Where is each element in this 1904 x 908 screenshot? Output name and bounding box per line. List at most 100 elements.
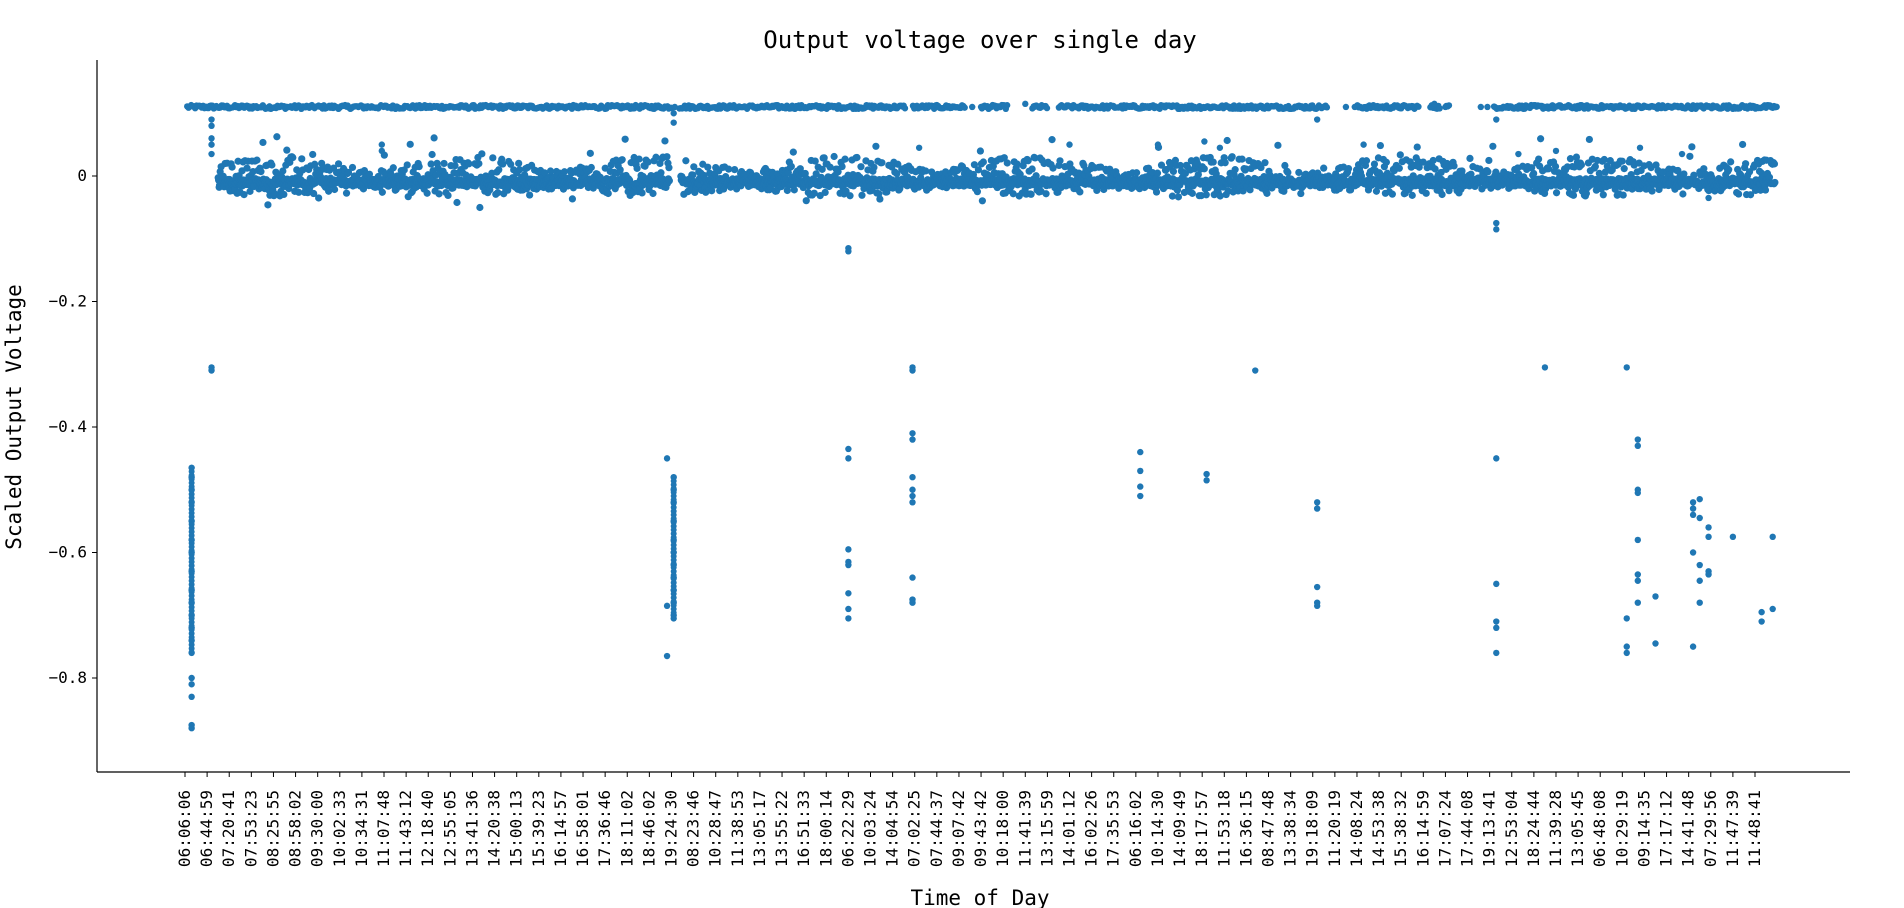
x-tick-label: 09:30:00 <box>308 790 327 867</box>
outlier-point <box>1137 483 1144 490</box>
x-tick-label: 16:02:26 <box>1082 790 1101 867</box>
x-tick-label: 17:44:08 <box>1458 790 1477 867</box>
x-tick-label: 13:55:22 <box>772 790 791 867</box>
outlier-point <box>208 141 215 148</box>
x-tick-label: 07:29:56 <box>1701 790 1720 867</box>
lower-band-point <box>872 142 880 150</box>
x-tick-label: 10:02:33 <box>330 790 349 867</box>
lower-band-point <box>378 141 386 148</box>
x-tick-label: 18:00:14 <box>816 790 835 867</box>
upper-band-point <box>977 103 985 111</box>
lower-band-point <box>1263 189 1271 197</box>
lower-band-point <box>922 167 930 175</box>
lower-band-point <box>1450 162 1458 170</box>
outlier-point <box>1493 226 1500 233</box>
lower-band-point <box>976 147 984 155</box>
lower-band-point <box>334 160 343 168</box>
lower-band-point <box>1431 165 1439 173</box>
outlier-point <box>1493 624 1500 631</box>
lower-band-point <box>1489 142 1497 150</box>
x-tick-label: 14:04:54 <box>883 790 902 867</box>
lower-band-point <box>853 153 861 162</box>
x-tick-label: 09:43:42 <box>971 790 990 867</box>
x-tick-label: 08:23:46 <box>684 790 703 867</box>
outlier-point <box>1696 495 1703 503</box>
lower-band-point <box>661 137 669 145</box>
lower-band-point <box>621 135 629 143</box>
lower-band-point <box>444 191 452 200</box>
x-tick-label: 16:14:57 <box>551 790 570 867</box>
lower-band-point <box>893 170 901 178</box>
outlier-point <box>1705 533 1712 541</box>
lower-band-point <box>1209 158 1217 166</box>
lower-band-point <box>810 189 818 197</box>
lower-band-point <box>1761 186 1770 194</box>
lower-band-point <box>725 165 733 173</box>
outlier-point <box>1705 194 1712 202</box>
outlier-point <box>1623 364 1630 371</box>
lower-band-point <box>1735 190 1743 198</box>
lower-band-point <box>1467 170 1475 178</box>
lower-band-point <box>973 188 982 196</box>
lower-band-point <box>403 161 411 169</box>
lower-band-point <box>568 195 577 203</box>
x-tick-label: 09:07:42 <box>949 790 968 867</box>
lower-band-point <box>635 155 643 163</box>
upper-band-point <box>1773 103 1780 111</box>
outlier-point <box>1769 605 1776 613</box>
lower-band-point <box>1422 189 1430 197</box>
lower-band-point <box>587 163 595 172</box>
outlier-point <box>1493 455 1500 462</box>
lower-band-point <box>451 162 459 170</box>
lower-band-point <box>1619 191 1627 199</box>
x-tick-label: 11:53:18 <box>1214 790 1233 867</box>
lower-band-point <box>616 166 624 174</box>
outlier-point <box>1652 640 1659 647</box>
lower-band-point <box>440 159 448 168</box>
lower-band-point <box>1770 160 1779 168</box>
lower-band-point <box>1152 188 1161 196</box>
outlier-point <box>909 599 916 606</box>
lower-band-point <box>586 149 594 157</box>
lower-band-point <box>365 170 374 178</box>
lower-band-point <box>1223 136 1231 145</box>
lower-band-point <box>830 152 838 161</box>
lower-band-point <box>1238 155 1246 163</box>
outlier-point <box>1634 599 1642 606</box>
lower-band-point <box>540 169 549 177</box>
outlier-point <box>909 486 916 493</box>
lower-band-point <box>1344 164 1353 173</box>
lower-band-point <box>1257 163 1265 172</box>
lower-band-point <box>1297 189 1305 198</box>
upper-band-point <box>1342 103 1350 111</box>
x-tick-label: 18:24:44 <box>1524 790 1543 867</box>
outlier-point <box>909 367 916 374</box>
lower-band-point <box>652 153 660 161</box>
upper-band-point <box>961 104 968 111</box>
lower-band-point <box>1429 156 1437 165</box>
lower-band-point <box>560 168 569 176</box>
lower-band-point <box>1396 151 1404 159</box>
x-tick-label: 12:18:40 <box>418 790 437 867</box>
lower-band-point <box>818 165 826 173</box>
lower-band-point <box>310 189 318 198</box>
lower-band-point <box>342 189 351 197</box>
x-tick-label: 17:17:12 <box>1657 790 1676 867</box>
outlier-point <box>1313 602 1321 610</box>
lower-band-point <box>1552 147 1560 155</box>
lower-band-point <box>228 163 236 171</box>
lower-band-point <box>246 187 254 195</box>
x-tick-label: 11:07:48 <box>374 790 393 867</box>
lower-band-point <box>811 157 819 165</box>
chart-title: Output voltage over single day <box>763 26 1196 54</box>
lower-band-point <box>279 167 287 175</box>
outlier-point <box>845 455 852 462</box>
lower-band-point <box>315 194 323 202</box>
upper-band-point <box>1022 100 1029 108</box>
lower-band-point <box>857 163 865 171</box>
x-tick-label: 13:05:45 <box>1568 790 1587 867</box>
lower-band-point <box>1678 150 1686 158</box>
x-tick-label: 13:41:36 <box>462 790 481 867</box>
lower-band-point <box>1216 144 1224 151</box>
